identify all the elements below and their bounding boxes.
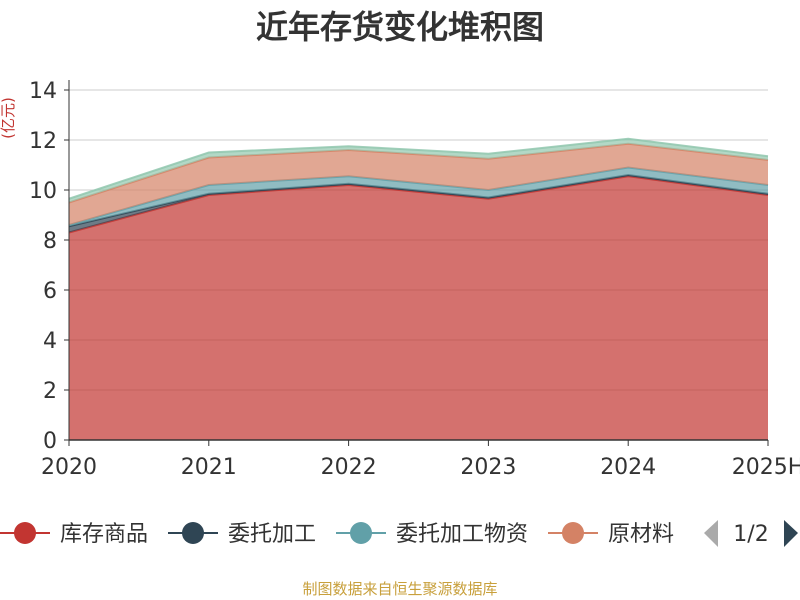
y-axis-label: (亿元) — [0, 97, 17, 139]
y-tick-label: 12 — [29, 129, 57, 154]
area-series-4 — [69, 143, 768, 225]
x-tick-label: 2023 — [460, 455, 516, 480]
x-tick-label: 2022 — [321, 455, 377, 480]
y-tick-label: 6 — [43, 279, 57, 304]
legend-label: 库存商品 — [60, 522, 148, 547]
legend: 库存商品 委托加工 委托加工物资 原材料 1/2 — [0, 520, 798, 547]
series-line-5 — [68, 137, 769, 200]
x-tick-label: 2020 — [41, 455, 97, 480]
legend-prev-icon — [704, 520, 718, 547]
y-tick-label: 14 — [29, 79, 57, 104]
y-tick-label: 2 — [43, 379, 57, 404]
y-tick-label: 4 — [43, 329, 57, 354]
legend-next-icon — [784, 520, 798, 547]
area-series — [68, 137, 769, 440]
data-source-note: 制图数据来自恒生聚源数据库 — [302, 580, 498, 598]
x-tick-label: 2025H — [732, 455, 800, 480]
legend-items: 库存商品 委托加工 委托加工物资 原材料 — [0, 522, 674, 547]
legend-page-indicator: 1/2 — [733, 522, 768, 547]
legend-marker — [350, 522, 372, 544]
area-series-5 — [69, 138, 768, 203]
axes: 0 2 4 6 8 10 12 14 2020 2021 2022 2023 2024 2025H — [29, 79, 800, 480]
x-tick-label: 2021 — [181, 455, 237, 480]
legend-marker — [562, 522, 584, 544]
y-tick-label: 8 — [43, 229, 57, 254]
legend-marker — [182, 522, 204, 544]
y-tick-label: 0 — [43, 429, 57, 454]
chart-title: 近年存货变化堆积图 — [255, 8, 544, 46]
x-tick-label: 2024 — [600, 455, 656, 480]
legend-marker — [14, 522, 36, 544]
area-series-1 — [69, 176, 768, 440]
legend-label: 委托加工物资 — [396, 522, 528, 547]
legend-label: 原材料 — [608, 522, 674, 547]
y-tick-label: 10 — [29, 179, 57, 204]
legend-label: 委托加工 — [228, 522, 316, 547]
